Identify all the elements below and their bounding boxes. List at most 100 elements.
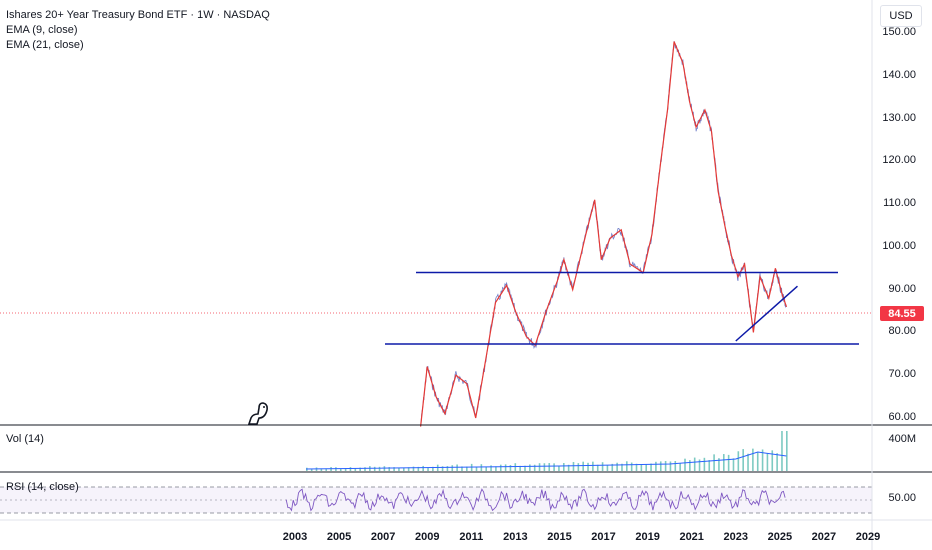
indicator-ema-fast[interactable]: EMA (9, close) [6,24,78,36]
rsi-pane [0,486,872,514]
volume-bar [475,466,478,471]
volume-bar [558,465,560,471]
volume-bar [747,453,749,471]
volume-bar [441,466,444,471]
volume-bar [659,461,662,471]
volume-bar [630,462,633,471]
time-axis-label: 2023 [723,531,749,543]
volume-bar [310,468,313,471]
volume-bar [562,463,565,471]
volume-bar [776,453,778,471]
volume-bar [519,465,521,471]
volume-bar [383,466,386,471]
time-axis-label: 2021 [679,531,704,543]
volume-bar [499,464,502,471]
volume-bar [432,466,434,471]
volume-bar [553,463,555,471]
volume-bar [572,462,575,471]
rsi-line [285,488,786,512]
rsi-label[interactable]: RSI (14, close) [6,481,79,493]
volume-bar [504,464,507,471]
time-axis-label: 2029 [855,531,881,543]
time-axis-label: 2011 [459,531,484,543]
currency-button[interactable]: USD [880,5,922,27]
volume-bar [364,467,366,471]
time-axis-label: 2009 [414,531,440,543]
volume-bar [349,467,352,471]
volume-bar [485,466,488,471]
time-axis-label: 2017 [591,531,616,543]
volume-bar [679,463,681,471]
volume-bar [320,468,323,471]
volume-bar [752,448,754,471]
volume-bar [727,454,730,471]
volume-bar [689,460,691,471]
volume-bar [466,466,468,471]
price-axis-label: 140.00 [882,68,916,81]
volume-bar [693,457,696,471]
volume-bar [713,454,715,471]
volume-bar [669,461,672,471]
volume-bar [495,466,497,471]
volume-pane [306,431,788,471]
volume-bar [742,449,744,471]
time-axis-label: 2015 [547,531,572,543]
volume-ma-line [306,451,787,470]
volume-bar [587,462,589,471]
last-price-tag: 84.55 [880,306,924,321]
volume-bar [398,467,400,471]
time-axis-label: 2003 [282,531,308,543]
volume-bar [422,465,424,471]
volume-bar [402,467,405,471]
volume-bar [461,466,463,471]
volume-label[interactable]: Vol (14) [6,433,44,445]
volume-bar [650,463,652,471]
volume-bar [761,449,764,471]
volume-bar [737,451,740,471]
rsi-axis-label: 50.00 [888,492,916,504]
volume-bar [524,465,526,471]
time-axis-label: 2025 [767,531,793,543]
volume-bar [543,463,546,471]
volume-bar [427,467,429,471]
chart-title: Ishares 20+ Year Treasury Bond ETF · 1W … [6,9,270,21]
volume-bar [490,465,492,471]
price-axis-label: 60.00 [888,411,916,423]
volume-bar [373,466,376,471]
volume-bar [344,468,347,471]
volume-bar [640,464,643,471]
volume-bar [601,462,604,471]
volume-bar [771,450,774,471]
time-axis-label: 2027 [811,531,837,543]
ema-fast-line [420,41,788,427]
volume-bar [388,467,391,471]
volume-bar [339,468,342,471]
volume-bar [732,458,735,471]
volume-bar [417,466,420,471]
price-axis-label: 150.00 [882,26,916,38]
price-axis-label: 70.00 [888,368,916,381]
volume-bar [582,461,584,471]
price-axis-label: 90.00 [888,282,916,295]
volume-axis-label: 400M [888,433,916,445]
indicator-ema-slow[interactable]: EMA (21, close) [6,39,84,51]
volume-bar [766,453,769,471]
volume-bar [756,452,759,471]
volume-bar [378,466,381,471]
volume-bar [786,431,788,471]
volume-bar [480,464,483,471]
time-axis-label: 2007 [370,531,396,543]
volume-bar [684,458,686,471]
volume-bar [325,468,328,471]
volume-bar [606,465,609,471]
volume-bar [616,462,618,471]
price-axis-label: 100.00 [882,239,916,252]
volume-bar [722,454,725,471]
volume-bar [533,464,536,471]
time-axis-label: 2013 [503,531,528,543]
volume-bar [393,467,395,471]
volume-bar [645,464,648,471]
tradingview-mascot-icon [247,402,268,425]
volume-bar [451,465,454,471]
